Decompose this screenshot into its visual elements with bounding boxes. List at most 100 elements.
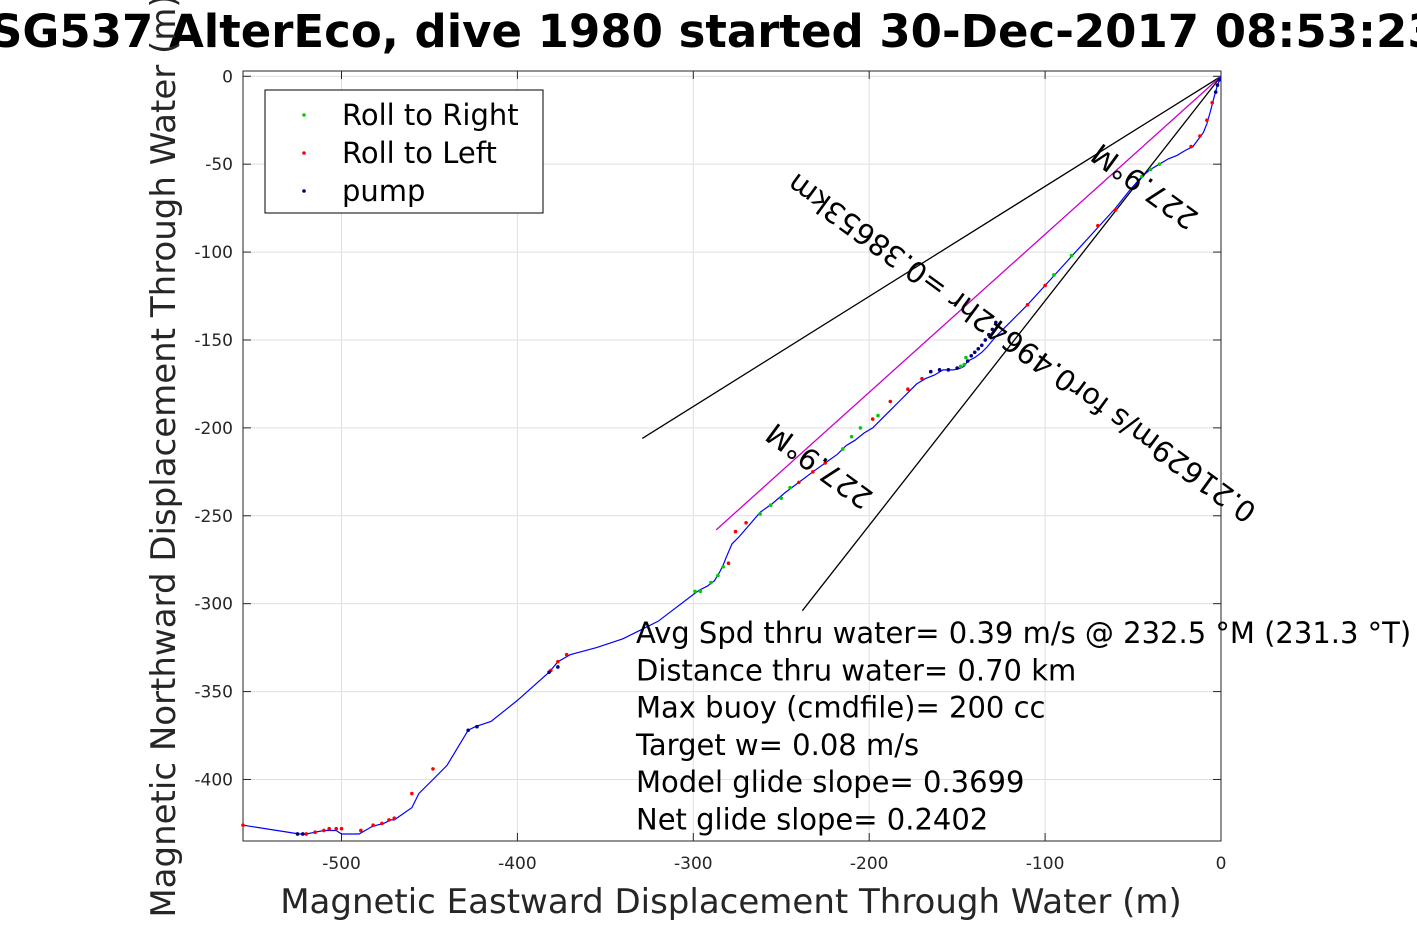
roll-right-point <box>693 589 697 594</box>
fit-line <box>715 75 1222 531</box>
roll-left-point <box>431 767 435 771</box>
pump-point <box>1217 77 1222 82</box>
roll-left-point <box>556 659 560 664</box>
reference-line <box>641 75 1222 439</box>
pump-point <box>987 332 991 337</box>
pump-point <box>979 343 984 348</box>
roll-right-point <box>698 589 703 594</box>
y-tick-label: -300 <box>194 595 233 615</box>
roll-left-point <box>241 823 245 827</box>
x-tick-label: -300 <box>674 854 713 874</box>
roll-left-point <box>906 387 910 391</box>
x-tick-label: -500 <box>322 854 361 874</box>
roll-right-point <box>779 496 784 500</box>
roll-right-point <box>849 434 854 439</box>
y-tick-label: -100 <box>194 243 233 263</box>
roll-left-point <box>726 561 731 566</box>
pump-point <box>556 665 560 669</box>
roll-left-point <box>392 816 397 820</box>
points <box>241 77 1222 836</box>
y-tick-label: -200 <box>194 419 233 439</box>
legend: Roll to Right Roll to Left pump <box>264 89 544 214</box>
pump-point <box>937 368 942 372</box>
roll-left-point <box>1205 118 1209 123</box>
pump-point <box>983 338 988 342</box>
pump-point <box>547 670 551 675</box>
roll-right-point <box>716 573 720 578</box>
roll-left-point <box>870 417 875 421</box>
annotation-line: Net glide slope= 0.2402 <box>636 803 988 837</box>
x-tick-label: -100 <box>1026 854 1065 874</box>
y-tick-label: 0 <box>222 67 233 87</box>
roll-right-point <box>768 503 773 508</box>
roll-left-point <box>811 470 815 474</box>
x-axis-label: Magnetic Eastward Displacement Through W… <box>280 882 1182 922</box>
x-tick-label: -400 <box>498 854 537 874</box>
pump-point <box>946 368 951 372</box>
roll-left-point <box>1189 144 1193 149</box>
annotations: Avg Spd thru water= 0.39 m/s @ 232.5 °M … <box>635 616 1411 837</box>
roll-left-point <box>1096 223 1100 228</box>
y-tick-label: -400 <box>194 770 233 790</box>
roll-right-point <box>758 512 762 516</box>
roll-left-point <box>334 826 339 831</box>
roll-left-point <box>359 828 363 833</box>
chart-title: SG537 AlterEco, dive 1980 started 30-Dec… <box>0 5 1417 58</box>
roll-left-point <box>888 399 893 404</box>
pump-point <box>301 832 305 836</box>
roll-left-point <box>327 826 331 831</box>
roll-left-point <box>1210 100 1215 105</box>
legend-label-roll-left: Roll to Left <box>342 136 497 170</box>
roll-left-point <box>304 832 309 836</box>
roll-left-point <box>1043 283 1047 288</box>
legend-label-pump: pump <box>342 174 425 208</box>
legend-marker-roll-right <box>302 113 306 117</box>
legend-marker-pump <box>302 189 306 193</box>
pump-point <box>972 350 977 355</box>
roll-left-point <box>339 826 344 831</box>
y-tick-label: -350 <box>194 683 233 703</box>
annotation-line: Model glide slope= 0.3699 <box>636 765 1024 799</box>
pump-point <box>475 724 479 729</box>
annotation-line: Distance thru water= 0.70 km <box>636 653 1076 687</box>
y-tick-label: -150 <box>194 331 233 351</box>
x-tick-label: 0 <box>1216 854 1227 874</box>
pump-point <box>976 346 981 351</box>
roll-left-point <box>371 823 375 827</box>
roll-left-point <box>410 791 414 796</box>
pump-point <box>994 320 998 325</box>
annotation-line: Avg Spd thru water= 0.39 m/s @ 232.5 °M … <box>636 616 1411 650</box>
pump-point <box>955 366 959 370</box>
roll-left-point <box>797 480 801 485</box>
roll-right-point <box>876 413 880 418</box>
roll-right-point <box>721 564 726 569</box>
legend-label-roll-right: Roll to Right <box>342 98 519 132</box>
roll-left-point <box>920 376 924 381</box>
roll-right-point <box>1140 174 1144 179</box>
roll-left-point <box>733 529 738 534</box>
roll-right-point <box>1148 167 1153 172</box>
legend-marker-roll-left <box>302 151 306 155</box>
pump-point <box>965 359 970 363</box>
roll-right-point <box>858 426 863 430</box>
ticks: -500 -400 -300 -200 -100 0 0 -50 -100 -150 -200 -25… <box>194 67 1226 874</box>
roll-right-point <box>1069 253 1074 258</box>
roll-right-point <box>841 447 845 451</box>
roll-right-point <box>1157 162 1162 166</box>
pump-point <box>466 728 470 733</box>
plot-frame <box>242 70 1222 842</box>
x-tick-label: -200 <box>850 854 889 874</box>
annotation-line: Target w= 0.08 m/s <box>635 728 919 762</box>
roll-right-point <box>709 580 713 585</box>
roll-left-point <box>380 821 384 826</box>
pump-point <box>1213 90 1218 94</box>
y-tick-label: -50 <box>205 155 233 175</box>
roll-left-point <box>564 652 569 657</box>
roll-right-point <box>962 362 966 367</box>
roll-left-point <box>744 521 748 525</box>
roll-right-point <box>788 485 792 490</box>
roll-left-point <box>387 818 391 822</box>
legend-box <box>264 89 544 214</box>
roll-left-point <box>322 828 326 833</box>
